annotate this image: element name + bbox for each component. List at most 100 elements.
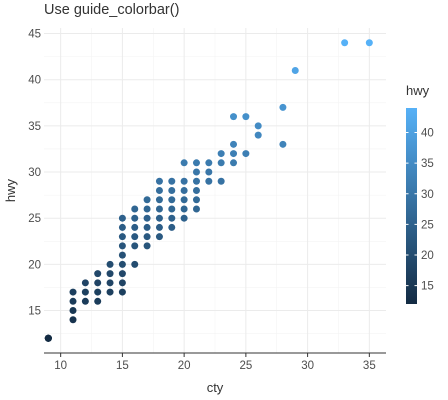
data-point <box>131 205 139 213</box>
y-tick-label: 40 <box>28 75 41 87</box>
data-point <box>106 279 114 287</box>
data-point <box>131 223 139 231</box>
x-tick-label: 30 <box>301 360 314 372</box>
legend-tick-label: 30 <box>421 189 434 201</box>
data-point <box>69 316 77 324</box>
data-point <box>69 297 77 305</box>
data-point <box>168 223 176 231</box>
data-point <box>180 205 188 213</box>
y-tick-label: 30 <box>28 167 41 179</box>
data-point <box>118 214 126 222</box>
data-point <box>205 168 213 176</box>
data-point <box>106 260 114 268</box>
data-point <box>230 113 238 121</box>
data-point <box>143 205 151 213</box>
legend-title: hwy <box>406 83 430 98</box>
x-tick-label: 15 <box>116 360 129 372</box>
y-tick-label: 20 <box>28 259 41 271</box>
data-point <box>118 223 126 231</box>
data-point <box>118 242 126 250</box>
data-point <box>131 214 139 222</box>
data-point <box>131 233 139 241</box>
x-axis: 10 15 20 25 30 35 <box>44 352 386 372</box>
data-point <box>168 187 176 194</box>
legend-tick-label: 15 <box>421 281 434 293</box>
data-point <box>180 177 188 185</box>
y-tick-label: 35 <box>28 121 41 133</box>
data-point <box>192 168 200 176</box>
data-point <box>230 140 238 148</box>
data-point <box>106 270 114 278</box>
y-axis: 15 20 25 30 35 40 45 <box>28 29 41 318</box>
data-point <box>205 159 213 167</box>
data-point <box>94 288 102 296</box>
data-point <box>94 279 102 287</box>
data-point <box>230 150 238 158</box>
data-point <box>131 260 139 268</box>
y-tick-label: 25 <box>28 213 41 225</box>
data-point <box>192 196 200 204</box>
x-tick-label: 35 <box>363 360 376 372</box>
data-point <box>192 205 200 213</box>
data-point <box>180 187 188 194</box>
data-point <box>143 223 151 231</box>
y-tick-label: 15 <box>28 306 41 318</box>
data-point <box>279 103 287 111</box>
data-point <box>230 159 238 167</box>
data-point <box>118 288 126 296</box>
data-point <box>143 196 151 204</box>
legend-tick-label: 40 <box>421 128 434 140</box>
legend-tick-label: 35 <box>421 158 434 170</box>
data-point <box>155 205 163 213</box>
x-axis-title: cty <box>207 380 224 395</box>
data-point <box>106 288 114 296</box>
chart-title: Use guide_colorbar() <box>44 2 180 18</box>
data-point <box>254 131 262 139</box>
x-tick-label: 20 <box>178 360 191 372</box>
data-point <box>279 140 287 148</box>
data-point <box>44 334 52 342</box>
legend-tick-label: 25 <box>421 219 434 231</box>
data-point <box>180 214 188 222</box>
data-point <box>81 279 89 287</box>
data-point <box>217 159 225 167</box>
data-point <box>217 177 225 185</box>
data-points <box>44 39 373 342</box>
data-point <box>168 205 176 213</box>
data-point <box>131 242 139 250</box>
legend-colorbar: hwy 15 20 25 30 35 40 <box>406 83 434 304</box>
data-point <box>69 307 77 315</box>
data-point <box>143 233 151 241</box>
y-tick-label: 45 <box>28 29 41 41</box>
data-point <box>242 113 250 121</box>
data-point <box>118 233 126 241</box>
data-point <box>192 177 200 185</box>
legend-tick-label: 20 <box>421 250 434 262</box>
data-point <box>168 196 176 204</box>
data-point <box>143 242 151 250</box>
data-point <box>155 196 163 204</box>
data-point <box>155 177 163 185</box>
data-point <box>254 122 262 130</box>
data-point <box>365 39 373 47</box>
data-point <box>118 251 126 259</box>
data-point <box>118 279 126 287</box>
data-point <box>118 270 126 278</box>
y-axis-title: hwy <box>3 178 18 202</box>
colorbar <box>406 108 417 304</box>
data-point <box>341 39 349 47</box>
data-point <box>69 288 77 296</box>
data-point <box>94 297 102 305</box>
data-point <box>168 177 176 185</box>
data-point <box>118 260 126 268</box>
data-point <box>242 150 250 158</box>
x-tick-label: 25 <box>239 360 252 372</box>
grid-lines <box>44 28 386 353</box>
data-point <box>143 214 151 222</box>
data-point <box>94 270 102 278</box>
data-point <box>155 214 163 222</box>
data-point <box>180 159 188 167</box>
data-point <box>155 187 163 194</box>
data-point <box>217 150 225 158</box>
